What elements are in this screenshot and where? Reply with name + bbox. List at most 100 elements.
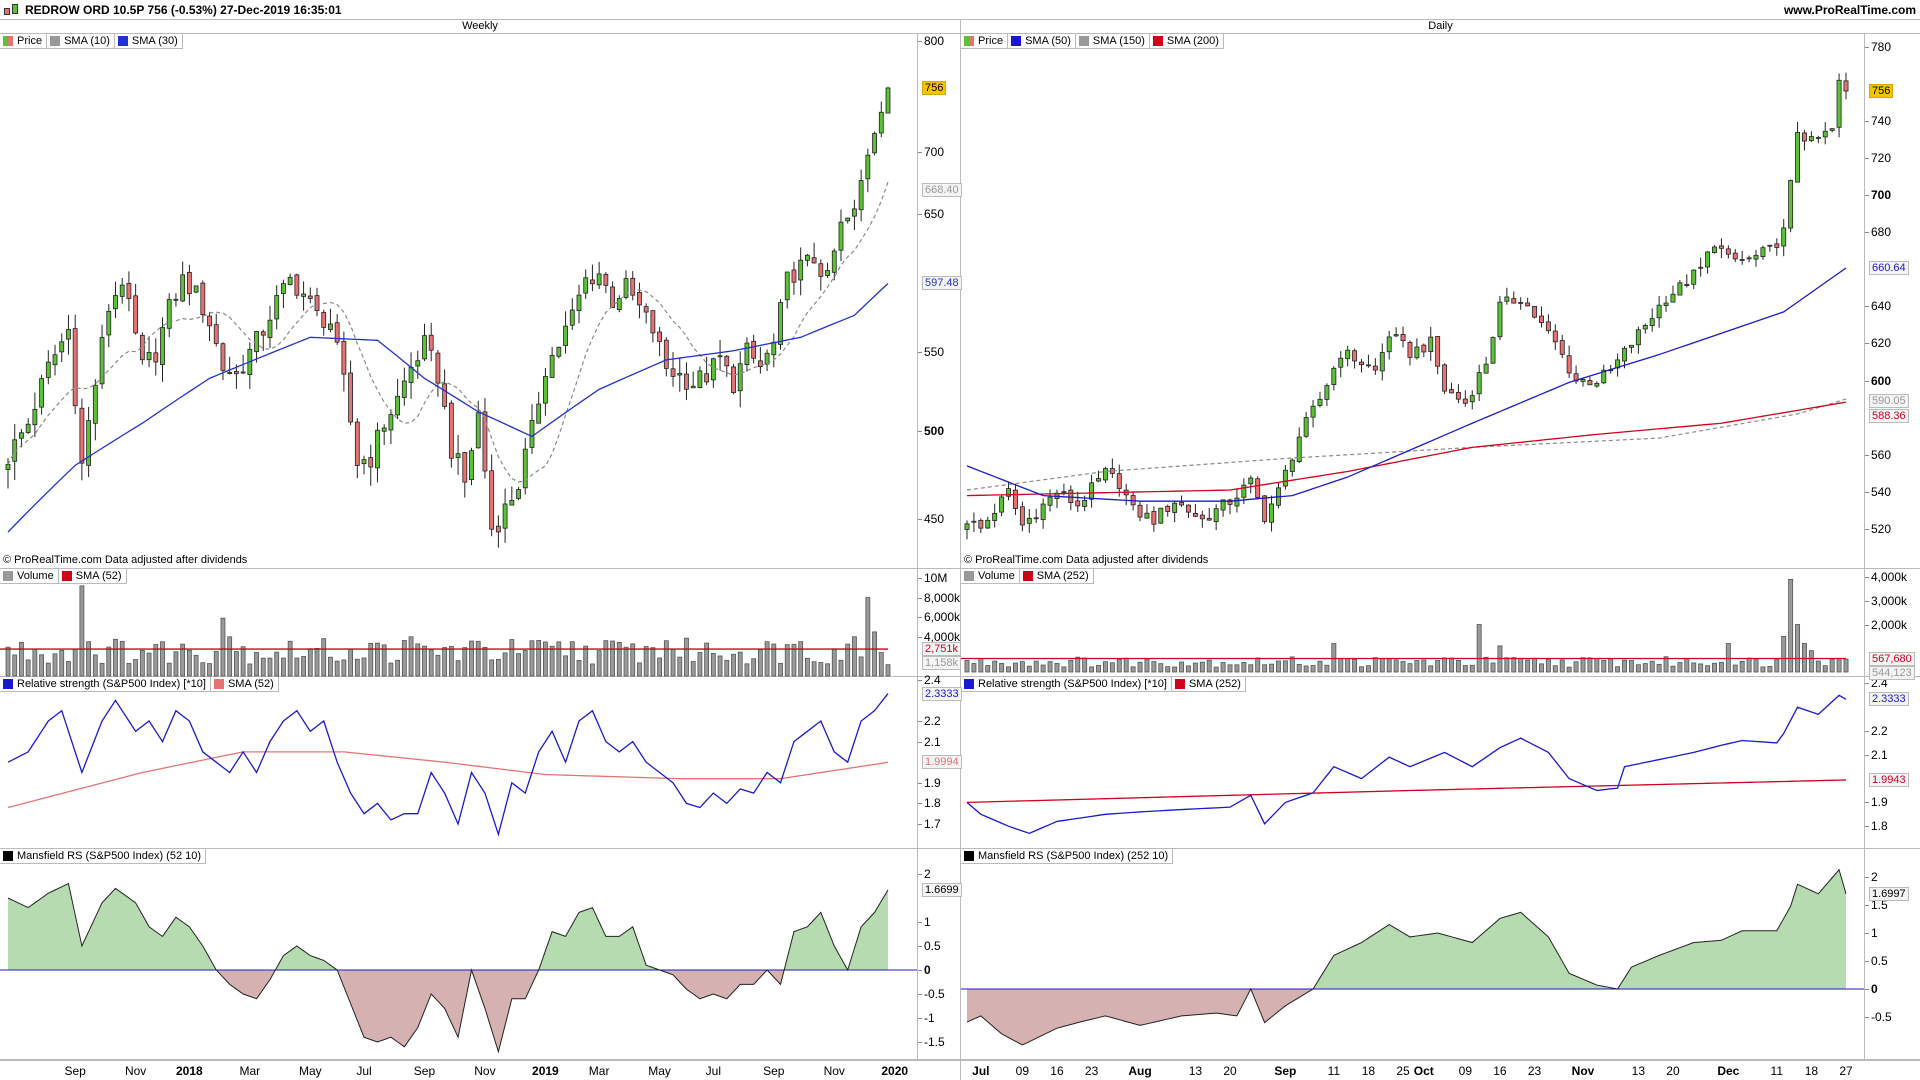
legend-item[interactable]: Relative strength (S&P500 Index) [*10] [0,677,211,692]
volume-bar [341,659,347,677]
volume-bar [603,640,609,677]
price-pane[interactable]: 780 740 720 700 680 640 620 600 560 540 520 756 660.… [961,34,1920,569]
value-tag: 1.6997 [1869,886,1909,901]
legend-item[interactable]: Price [0,34,48,49]
volume-bar [858,656,864,677]
mansfield-pane[interactable]: 2 1.5 1 0.5 0 -0.5 1.6997 Mansfield RS (S&P500 … [961,849,1920,1060]
mansfield-pane[interactable]: 2 1 0.5 0 -0.5 -1 -1.5 1.6699 Mansfield RS (S&P5… [0,849,962,1060]
volume-axis[interactable]: 4,000k 3,000k 2,000k 567,680 544,123 [1864,569,1920,680]
volume-axis[interactable]: 10M 8,000k 6,000k 4,000k 2,751k 1,158k [917,569,962,677]
volume-bar [657,657,663,677]
price-pane[interactable]: 800 700 650 550 500 450 756 668.40 597.48 Price SM… [0,34,962,569]
rs-plot[interactable] [0,677,917,849]
candle [1310,400,1316,428]
legend-item[interactable]: SMA (10) [47,34,115,49]
daily-chart[interactable]: 780 740 720 700 680 640 620 600 560 540 520 756 660.… [961,34,1920,1080]
volume-bar [630,643,636,677]
volume-bar [5,646,11,677]
candle [1795,121,1801,183]
volume-bar [1635,664,1641,673]
volume-bar [697,652,703,677]
legend-item[interactable]: SMA (150) [1075,34,1150,49]
candle [281,279,286,309]
volume-bar [1172,666,1178,673]
candle [1469,390,1475,410]
axis-label: 600 [1871,373,1892,388]
volume-bar [516,653,521,677]
candle [99,324,105,389]
volume-bar [1539,663,1544,673]
time-axis[interactable]: Jul 09 16 23 Aug 13 20 Sep 11 18 25 Oct 09 16 23 Nov 13 2… [961,1060,1920,1080]
price-axis[interactable]: 800 700 650 550 500 450 756 668.40 597.48 [917,34,962,569]
volume-bar [469,640,474,677]
legend-item[interactable]: Volume [0,569,59,584]
time-axis[interactable]: Sep Nov 2018 Mar May Jul Sep Nov 2019 Mar May Jul Se… [0,1060,960,1080]
candle [1172,500,1178,523]
volume-bar [233,651,239,677]
volume-pane[interactable]: 10M 8,000k 6,000k 4,000k 2,751k 1,158k Volume S… [0,569,962,677]
volume-plot[interactable] [961,569,1864,677]
volume-bar [1552,665,1558,673]
legend-item[interactable]: SMA (30) [114,34,183,49]
legend-item[interactable]: SMA (252) [1019,569,1094,584]
price-plot[interactable] [961,34,1864,569]
rs-plot[interactable] [961,677,1864,849]
legend-item[interactable]: Volume [961,569,1020,584]
site-link[interactable]: www.ProRealTime.com [1783,3,1916,17]
time-axis-label: 11 [1327,1064,1341,1078]
time-axis-label: 2020 [881,1064,909,1078]
candle [1296,427,1302,464]
rs-axis[interactable]: 2.4 2.2 2.1 1.9 1.8 2.3333 1.9943 [1864,676,1920,849]
mansfield-axis[interactable]: 2 1.5 1 0.5 0 -0.5 1.6997 [1864,849,1920,1060]
price-axis[interactable]: 780 740 720 700 680 640 620 600 560 540 520 756 660.… [1864,34,1920,569]
volume-bar [978,658,984,673]
mansfield-plot[interactable] [961,849,1864,1060]
candle [220,342,226,380]
volume-bar [751,658,757,677]
rs-axis[interactable]: 2.4 2.2 2.1 1.9 1.8 1.7 2.3333 1.9994 [917,673,962,849]
legend-item[interactable]: Relative strength (S&P500 Index) [*10] [961,677,1172,692]
rs-pane[interactable]: 2.4 2.2 2.1 1.9 1.8 2.3333 1.9943 Relative stre… [961,676,1920,849]
volume-plot[interactable] [0,569,917,677]
candle [596,261,602,290]
legend-item[interactable]: SMA (50) [1008,34,1076,49]
candle [771,333,777,368]
mansfield-legend: Mansfield RS (S&P500 Index) (52 10) [0,849,207,864]
mansfield-plot[interactable] [0,849,917,1060]
mansfield-axis[interactable]: 2 1 0.5 0 -0.5 -1 -1.5 1.6699 [917,849,962,1060]
volume-pane[interactable]: 4,000k 3,000k 2,000k 567,680 544,123 Volume SM… [961,569,1920,680]
price-plot[interactable] [0,34,917,569]
volume-bar [415,643,421,677]
volume-bar [45,662,51,677]
candle [878,101,884,138]
legend-item[interactable]: SMA (52) [210,677,279,692]
legend-swatch-icon [61,571,72,581]
axis-label: 1.7 [924,817,941,831]
candle [831,248,837,281]
legend-item[interactable]: SMA (252) [1171,677,1246,692]
time-axis-label: 13 [1188,1064,1203,1078]
legend-item[interactable]: Mansfield RS (S&P500 Index) (52 10) [0,849,207,864]
volume-bar [482,646,488,677]
axis-label: 1 [924,915,931,929]
axis-label: 8,000k [924,590,961,605]
candle [811,242,817,264]
legend-item[interactable]: Mansfield RS (S&P500 Index) (252 10) [961,849,1174,864]
legend-item[interactable]: SMA (52) [58,569,127,584]
legend-item[interactable]: SMA (200) [1149,34,1224,49]
axis-label: 1.8 [924,796,941,811]
candle [395,378,401,420]
volume-bar [684,637,689,677]
volume-bar [757,649,763,677]
rs-pane[interactable]: 2.4 2.2 2.1 1.9 1.8 1.7 2.3333 1.9994 Relative s… [0,673,962,849]
candle [1802,129,1807,151]
axis-label: 540 [1871,484,1892,499]
candle [684,362,689,401]
axis-tick [918,946,922,947]
legend-item[interactable]: Price [961,34,1009,49]
weekly-chart[interactable]: 800 700 650 550 500 450 756 668.40 597.48 Price SM… [0,34,962,1080]
candle [1186,504,1191,518]
candle [1289,458,1295,477]
candle [274,285,280,330]
volume-bar [1587,657,1593,673]
